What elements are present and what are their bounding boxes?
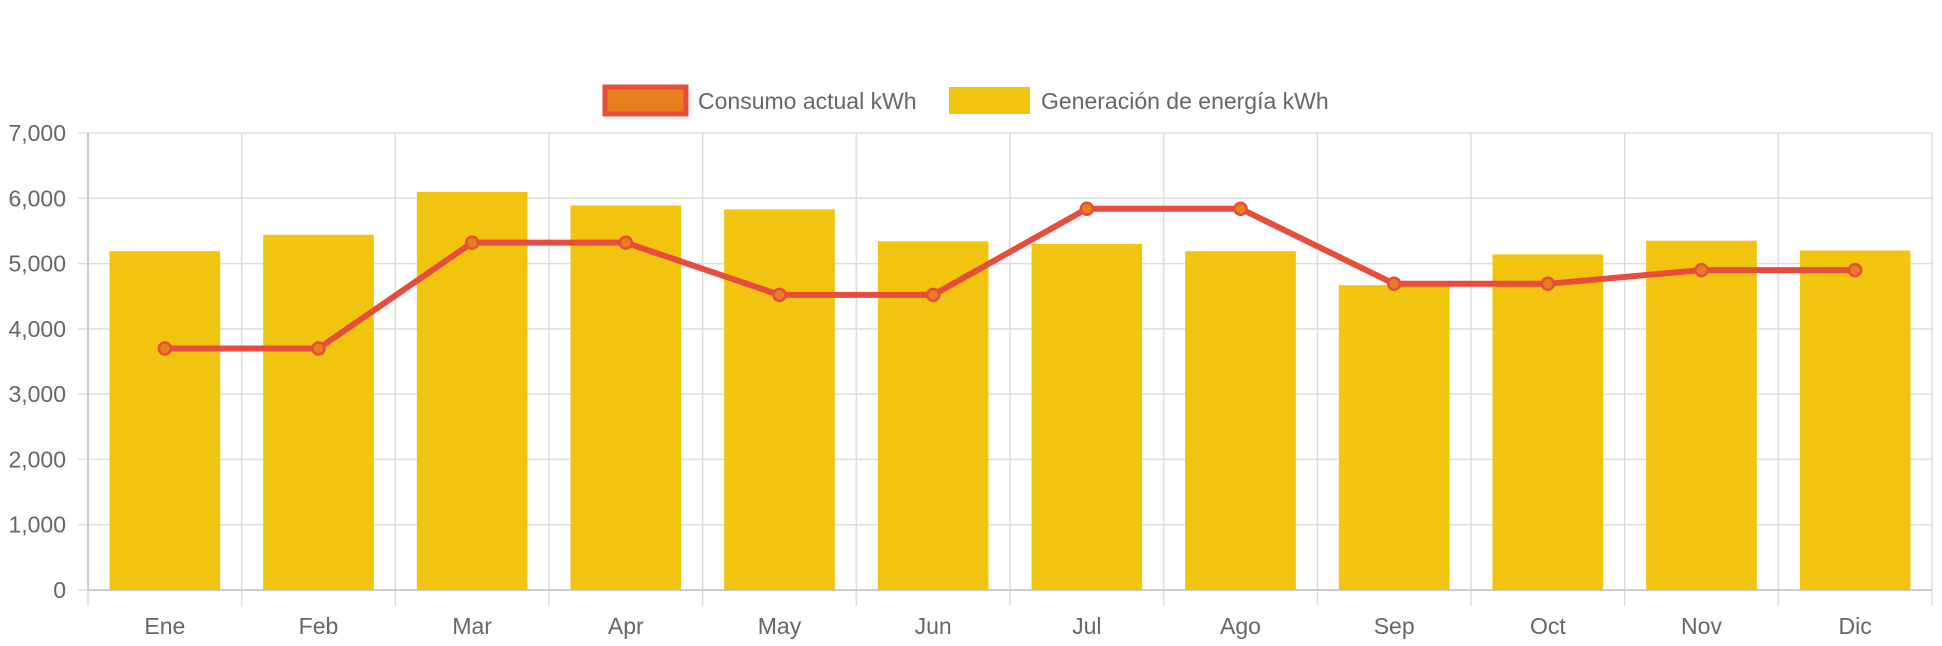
grid (78, 132, 1933, 606)
line-consumo (164, 205, 1856, 352)
point-consumo[interactable] (1540, 276, 1556, 292)
x-tick-label: Oct (1530, 613, 1566, 639)
x-tick-label: Mar (452, 613, 492, 639)
point-consumo[interactable] (157, 341, 173, 356)
x-tick-label: Ago (1220, 613, 1261, 639)
legend-label-consumo: Consumo actual kWh (698, 88, 917, 114)
y-tick-label: 1,000 (8, 512, 66, 538)
legend-label-generacion: Generación de energía kWh (1041, 88, 1329, 114)
point-consumo[interactable] (464, 235, 480, 250)
point-consumo[interactable] (618, 235, 634, 250)
bar-generacion[interactable] (724, 209, 835, 591)
bar-generacion[interactable] (570, 205, 682, 590)
legend-swatch-generacion (949, 87, 1030, 114)
y-tick-label: 7,000 (8, 120, 66, 146)
x-tick-label: Feb (299, 613, 339, 639)
x-axis: Ene Feb Mar Apr May Jun Jul Ago Sep Oct Nov Dic (88, 589, 1932, 639)
point-consumo[interactable] (1847, 262, 1863, 278)
x-tick-label: Ene (144, 613, 185, 639)
y-tick-label: 6,000 (8, 185, 66, 211)
legend: Consumo actual kWh Generación de energía… (602, 84, 1329, 117)
y-axis: 0 1,000 2,000 3,000 4,000 5,000 6,000 7,000 (8, 120, 89, 603)
x-tick-label: May (758, 613, 802, 639)
y-tick-label: 0 (53, 577, 66, 603)
x-tick-label: Dic (1839, 613, 1872, 639)
point-consumo[interactable] (1386, 276, 1402, 292)
bar-generacion[interactable] (416, 191, 528, 590)
point-consumo[interactable] (1694, 262, 1709, 278)
bar-generacion[interactable] (1492, 254, 1604, 590)
bar-generacion[interactable] (1031, 243, 1143, 590)
bar-generacion[interactable] (1185, 251, 1296, 590)
point-consumo[interactable] (1079, 201, 1095, 216)
x-tick-label: Sep (1374, 613, 1415, 639)
legend-item-generacion[interactable]: Generación de energía kWh (949, 87, 1329, 114)
y-tick-label: 4,000 (8, 316, 66, 342)
x-tick-label: Jul (1072, 613, 1101, 639)
line-series-consumo (157, 201, 1863, 356)
y-tick-label: 2,000 (8, 446, 66, 472)
bar-series-generacion (109, 191, 1911, 591)
bar-generacion[interactable] (1799, 250, 1911, 590)
y-tick-label: 3,000 (8, 381, 66, 407)
x-tick-label: Apr (608, 613, 644, 639)
bar-generacion[interactable] (109, 251, 221, 590)
point-consumo[interactable] (1233, 201, 1248, 216)
x-tick-label: Jun (915, 613, 952, 639)
legend-item-consumo[interactable]: Consumo actual kWh (602, 84, 917, 117)
bar-generacion[interactable] (1646, 240, 1757, 590)
point-consumo[interactable] (311, 341, 326, 356)
point-consumo[interactable] (772, 287, 787, 303)
bar-generacion[interactable] (263, 234, 374, 591)
x-tick-label: Nov (1681, 613, 1722, 639)
point-consumo[interactable] (925, 287, 941, 303)
bar-generacion[interactable] (1338, 285, 1450, 590)
legend-swatch-consumo (602, 84, 689, 117)
y-tick-label: 5,000 (8, 251, 66, 277)
